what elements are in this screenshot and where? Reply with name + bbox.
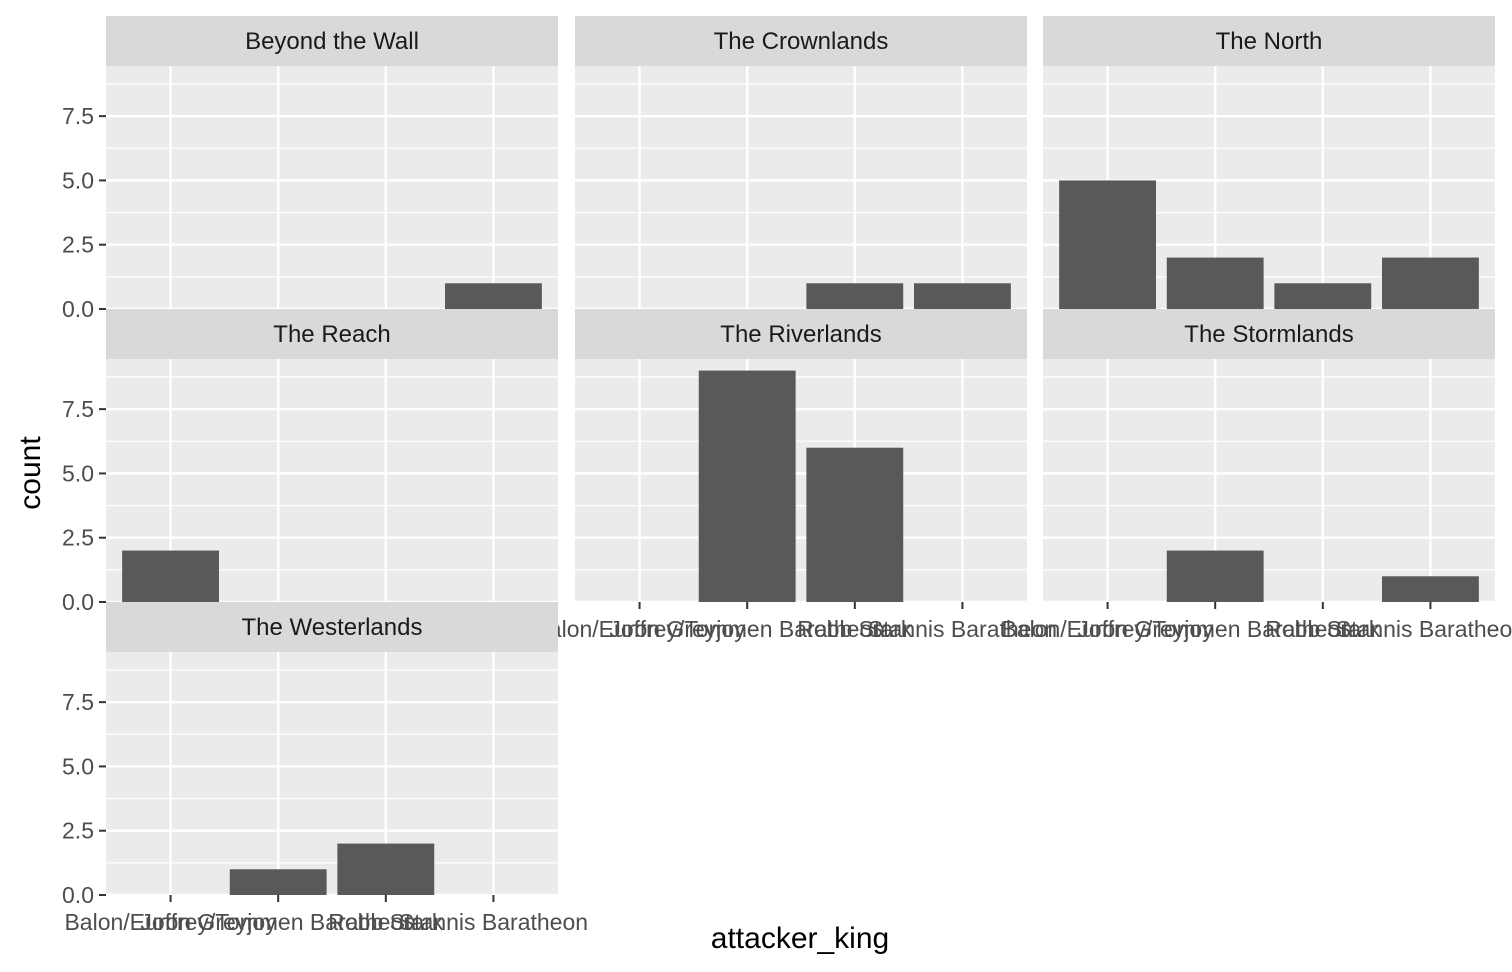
y-tick-label: 5.0	[62, 167, 94, 193]
bar	[1274, 283, 1372, 309]
facet-panel: The Riverlands Balon/Euron GreyjoyJoffrey…	[533, 309, 1057, 642]
y-tick-label: 2.5	[62, 818, 94, 844]
bar	[698, 370, 796, 602]
panels-layer: Beyond the Wall 0.0 2.5 5.0 7.5 The Crownland…	[62, 16, 1512, 935]
y-tick-label: 0.0	[62, 882, 94, 908]
x-tick-label: Joffrey/Tommen Baratheon	[1077, 616, 1353, 642]
facet-strip	[106, 309, 558, 359]
bar	[122, 550, 219, 602]
bar	[1382, 257, 1479, 309]
panel-background	[1043, 359, 1495, 602]
x-axis-title: attacker_king	[711, 922, 889, 955]
facet-panel: The Westerlands 0.0 2.5 5.0 7.5 Balon/Euron G…	[62, 602, 588, 935]
y-tick-label: 7.5	[62, 103, 94, 129]
y-tick-label: 0.0	[62, 589, 94, 615]
facet-strip	[1043, 16, 1495, 66]
facet-title: The Westerlands	[242, 614, 423, 641]
facet-strip	[575, 309, 1027, 359]
facet-title: The Crownlands	[714, 28, 889, 55]
y-tick-label: 2.5	[62, 525, 94, 551]
x-tick-label: Joffrey/Tommen Baratheon	[140, 909, 416, 935]
bar	[1166, 550, 1264, 602]
facet-strip	[106, 16, 558, 66]
bar	[337, 843, 435, 895]
x-tick-label: Robb Stark	[1265, 616, 1381, 642]
x-tick-label: Balon/Euron Greyjoy	[64, 909, 277, 935]
y-tick-label: 5.0	[62, 460, 94, 486]
y-tick-label: 0.0	[62, 296, 94, 322]
bar	[229, 869, 327, 895]
x-tick-label: Balon/Euron Greyjoy	[533, 616, 746, 642]
y-tick-label: 7.5	[62, 689, 94, 715]
bar	[914, 283, 1011, 309]
panel-background	[106, 66, 558, 309]
facet-strip	[575, 16, 1027, 66]
facet-title: The Riverlands	[720, 321, 881, 348]
y-tick-label: 5.0	[62, 753, 94, 779]
facet-title: The North	[1216, 28, 1323, 55]
x-tick-label: Joffrey/Tommen Baratheon	[609, 616, 885, 642]
facet-strip	[106, 602, 558, 652]
x-tick-label: Robb Stark	[797, 616, 913, 642]
facet-title: Beyond the Wall	[245, 28, 419, 55]
bar	[1382, 576, 1479, 602]
x-tick-label: Robb Stark	[328, 909, 444, 935]
panel-background	[106, 652, 558, 895]
bar	[806, 283, 904, 309]
facet-panel: The Stormlands Balon/Euron GreyjoyJoffrey…	[1001, 309, 1512, 642]
y-tick-label: 7.5	[62, 396, 94, 422]
x-tick-label: Stannis Baratheon	[399, 909, 588, 935]
bar	[1166, 257, 1264, 309]
x-tick-label: Stannis Baratheon	[1336, 616, 1512, 642]
panel-background	[575, 66, 1027, 309]
facet-panel: The North	[1043, 16, 1495, 311]
facet-panel: The Reach 0.0 2.5 5.0 7.5	[62, 309, 558, 615]
facet-title: The Reach	[273, 321, 390, 348]
facet-panel: The Crownlands	[575, 16, 1027, 311]
facet-strip	[1043, 309, 1495, 359]
panel-background	[575, 359, 1027, 602]
x-tick-label: Stannis Baratheon	[868, 616, 1057, 642]
facet-panel: Beyond the Wall 0.0 2.5 5.0 7.5	[62, 16, 558, 322]
bar	[1059, 180, 1156, 309]
y-tick-label: 2.5	[62, 232, 94, 258]
y-axis-title: count	[14, 436, 47, 510]
bar	[445, 283, 542, 309]
bar	[806, 447, 904, 602]
x-tick-label: Balon/Euron Greyjoy	[1001, 616, 1214, 642]
facet-title: The Stormlands	[1184, 321, 1353, 348]
